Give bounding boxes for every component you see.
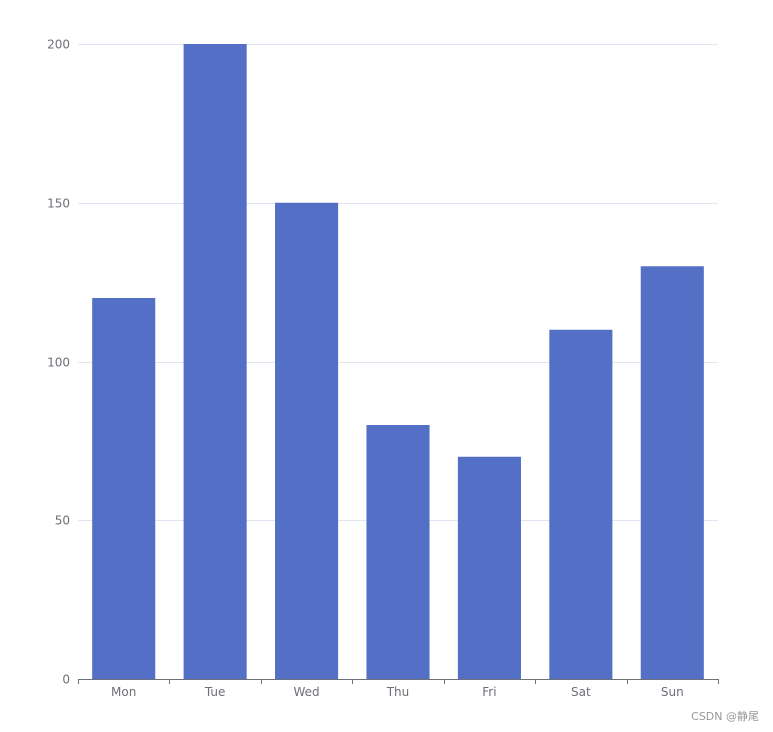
bar-thu[interactable] [366,425,430,679]
x-tick-label: Thu [386,685,410,699]
y-tick-label: 50 [55,514,70,528]
bar-wed[interactable] [275,202,339,679]
y-tick-label: 0 [62,673,70,687]
x-tick-label: Tue [204,685,226,699]
x-tick-label: Sun [661,685,684,699]
y-tick-label: 200 [47,38,70,52]
x-tick-label: Mon [111,685,136,699]
bar-sat[interactable] [549,329,613,679]
watermark: CSDN @静尾 [691,710,759,723]
y-tick-label: 150 [47,197,70,211]
x-tick-label: Wed [293,685,319,699]
bar-sun[interactable] [640,266,704,679]
bar-tue[interactable] [183,44,247,679]
bars [92,44,704,679]
bar-fri[interactable] [457,456,521,679]
x-tick-label: Fri [482,685,496,699]
bar-mon[interactable] [92,298,156,679]
tick-labels: 0 50 100 150 200 Mon Tue Wed Thu Fri Sat Sun [47,38,684,700]
y-tick-label: 100 [47,356,70,370]
x-tick-label: Sat [571,685,591,699]
axes [78,679,719,684]
